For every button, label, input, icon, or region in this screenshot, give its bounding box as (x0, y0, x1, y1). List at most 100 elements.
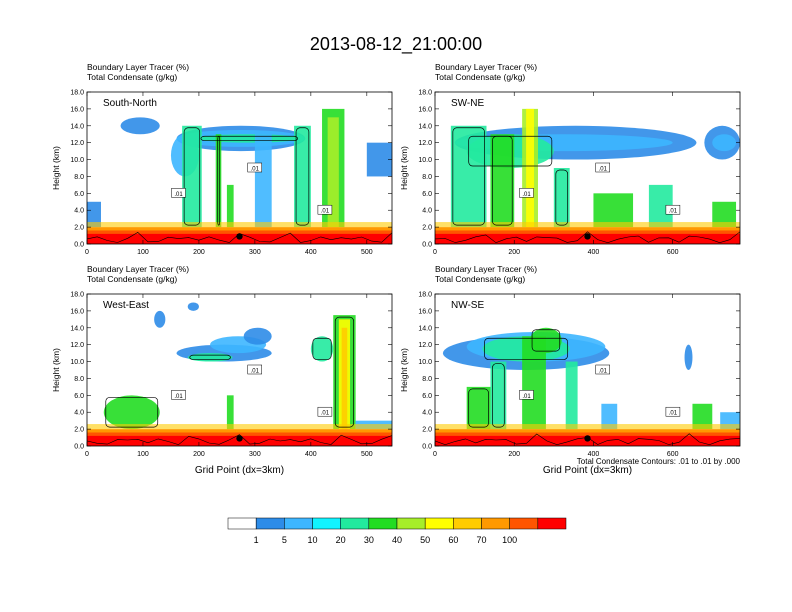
y-tick-label: 14.0 (418, 123, 432, 130)
location-marker (236, 435, 243, 442)
condensate-contour (468, 135, 553, 167)
tracer-patch (310, 336, 334, 362)
x-axis: 0 100 200 300 400 500 (85, 294, 373, 458)
y-tick-label: 6.0 (74, 393, 84, 400)
colorbar-label: 10 (307, 535, 317, 545)
plot-frame (434, 91, 741, 245)
plot-frame (86, 91, 393, 245)
contour-label: .01 (171, 390, 186, 400)
panel-header-condensate: Total Condensate (g/kg) (435, 72, 525, 82)
y-tick-label: 16.0 (70, 106, 84, 113)
y-tick-label: 12.0 (418, 140, 432, 147)
colorbar-label: 60 (448, 535, 458, 545)
x-tick-label: 200 (508, 451, 520, 458)
y-tick-label: 8.0 (422, 376, 432, 383)
contour-label-text: .01 (669, 411, 678, 417)
x-tick-label: 300 (249, 451, 261, 458)
y-tick-label: 10.0 (418, 157, 432, 164)
y-axis: 0.0 2.0 4.0 6.0 8.0 10.0 12.0 14.0 16.0 18.0 (418, 292, 740, 451)
contour-label-box (171, 188, 186, 198)
y-tick-label: 12.0 (418, 342, 432, 349)
y-tick-label: 2.0 (422, 225, 432, 232)
x-tick-label: 200 (508, 249, 520, 256)
y-tick-label: 10.0 (70, 359, 84, 366)
contour-label: .01 (519, 188, 534, 198)
tracer-column (565, 361, 578, 430)
contour-label-text: .01 (321, 411, 330, 417)
tracer-column (601, 403, 618, 430)
y-axis: 0.0 2.0 4.0 6.0 8.0 10.0 12.0 14.0 16.0 18.0 (70, 90, 392, 249)
contour-label: .01 (665, 406, 681, 417)
plot-frame (434, 293, 741, 447)
x-axis: 0 200 400 600 (433, 92, 679, 256)
y-tick-label: 4.0 (74, 410, 84, 417)
tracer-column (327, 117, 339, 228)
y-tick-label: 12.0 (70, 140, 84, 147)
y-tick-label: 0.0 (74, 444, 84, 451)
condensate-contour (295, 127, 310, 226)
condensate-contour (468, 388, 489, 428)
y-axis: 0.0 2.0 4.0 6.0 8.0 10.0 12.0 14.0 16.0 18.0 (418, 90, 740, 249)
condensate-contour (531, 329, 561, 352)
panel-header-tracer: Boundary Layer Tracer (%) (87, 264, 189, 274)
tracer-column (466, 386, 491, 430)
panel-label: South-North (103, 98, 157, 109)
colorbar-swatch (453, 517, 482, 530)
location-marker (584, 435, 591, 442)
y-tick-label: 6.0 (422, 393, 432, 400)
panels: .01 .01 .01 0.0 2.0 4.0 6.0 8.0 10.0 12.0 14.0 16.0… (51, 62, 741, 476)
tracer-field: .01 .01 .01 (435, 327, 740, 446)
x-tick-label: 500 (361, 249, 373, 256)
contour-label-box (247, 364, 262, 375)
tracer-patch (198, 134, 300, 143)
colorbar-swatch (537, 517, 567, 530)
y-tick-label: 8.0 (74, 376, 84, 383)
tracer-column (215, 134, 222, 228)
contour-label: .01 (519, 390, 534, 400)
tracer-patch (187, 302, 199, 311)
y-tick-label: 4.0 (422, 208, 432, 215)
colorbar-swatch (312, 517, 341, 530)
colorbar-swatch (396, 517, 426, 530)
contour-label: .01 (317, 204, 333, 215)
tracer-column (692, 403, 713, 430)
x-axis-label: Grid Point (dx=3km) (543, 465, 632, 476)
terrain-line (87, 434, 392, 446)
contour-label-box (317, 204, 333, 215)
condensate-contour (183, 127, 201, 226)
contour-label-box (317, 406, 333, 417)
condensate-contour (555, 169, 569, 226)
x-tick-label: 500 (361, 451, 373, 458)
colorbar-swatch (368, 517, 398, 530)
tracer-field: .01 .01 .01 (87, 108, 392, 244)
y-tick-label: 18.0 (418, 90, 432, 97)
y-tick-label: 8.0 (74, 174, 84, 181)
y-tick-label: 2.0 (74, 427, 84, 434)
contour-label-text: .01 (251, 369, 260, 375)
contour-label: .01 (317, 406, 333, 417)
y-axis-label: Height (km) (51, 348, 61, 392)
x-tick-label: 100 (137, 249, 149, 256)
y-axis-label: Height (km) (399, 348, 409, 392)
condensate-contour (334, 316, 354, 428)
x-tick-label: 300 (249, 249, 261, 256)
y-tick-label: 14.0 (70, 325, 84, 332)
panel-south-north: .01 .01 .01 0.0 2.0 4.0 6.0 8.0 10.0 12.0 14.0 16.0… (51, 62, 393, 256)
y-tick-label: 4.0 (74, 208, 84, 215)
y-tick-label: 0.0 (422, 444, 432, 451)
contour-label: .01 (247, 364, 262, 375)
x-tick-label: 600 (667, 249, 679, 256)
boundary-layer-band (87, 222, 392, 228)
colorbar-swatch (284, 517, 313, 530)
y-tick-label: 16.0 (418, 308, 432, 315)
contour-label: .01 (171, 188, 186, 198)
colorbar-swatch (255, 517, 285, 530)
contour-label-text: .01 (174, 192, 183, 198)
tracer-column (87, 201, 101, 228)
tracer-patch (187, 353, 233, 362)
x-tick-label: 400 (305, 249, 317, 256)
tracer-patch (103, 395, 160, 430)
panel-nw-se: .01 .01 .01 0.0 2.0 4.0 6.0 8.0 10.0 12.0 14.0 16.0… (399, 264, 741, 476)
tracer-patch (712, 134, 737, 152)
